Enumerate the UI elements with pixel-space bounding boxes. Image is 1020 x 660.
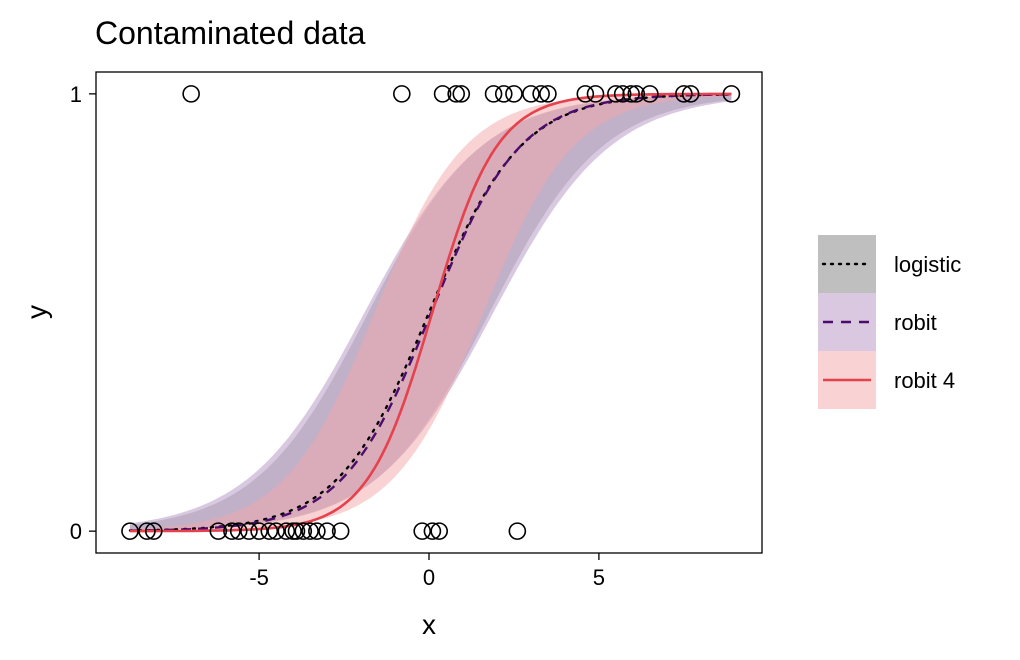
data-point-y0 [240, 522, 258, 540]
data-point-y1 [576, 85, 595, 103]
data-point-y1 [447, 85, 465, 103]
data-point-y0 [121, 522, 139, 540]
data-point-y0 [250, 522, 268, 540]
data-point-y0 [229, 522, 248, 540]
data-point-y1 [613, 85, 632, 103]
data-point-y1 [539, 85, 557, 103]
data-point-y0 [144, 522, 163, 540]
data-point-y1 [522, 85, 540, 103]
data-point-y0 [267, 522, 285, 540]
data-point-y1 [532, 85, 550, 103]
y-axis-title: y [21, 305, 52, 319]
data-point-y1 [452, 85, 471, 103]
data-point-y0 [331, 522, 350, 540]
data-point-y0 [223, 522, 241, 540]
fitted-curves [128, 92, 733, 533]
data-point-y0 [301, 522, 319, 540]
data-point-y0 [430, 522, 448, 540]
x-axis-title: x [422, 609, 436, 640]
x-tick-label: 5 [593, 565, 605, 590]
data-point-y1 [622, 85, 640, 103]
data-points [121, 85, 741, 540]
x-tick-label: 0 [423, 565, 435, 590]
curve-2 [130, 93, 732, 532]
data-point-y0 [260, 522, 279, 540]
data-point-y1 [433, 85, 452, 103]
legend-label-2: robit [894, 310, 937, 335]
curve-1 [128, 93, 733, 532]
chart-title: Contaminated data [95, 15, 366, 51]
data-point-y1 [627, 85, 646, 103]
y-axis: 01 [70, 82, 96, 544]
data-point-y0 [508, 522, 527, 540]
data-point-y0 [413, 522, 432, 540]
data-point-y1 [675, 85, 693, 103]
data-point-y1 [494, 85, 513, 103]
x-tick-label: -5 [249, 565, 269, 590]
legend-label-3: robit 4 [894, 368, 955, 393]
data-point-y0 [423, 522, 442, 540]
data-point-y1 [182, 85, 200, 103]
legend: logistic robit robit 4 [818, 235, 961, 409]
data-point-y0 [308, 522, 326, 540]
data-point-y1 [681, 85, 700, 103]
data-point-y1 [722, 85, 741, 103]
data-point-y1 [505, 85, 523, 103]
y-tick-label: 0 [70, 519, 82, 544]
data-point-y0 [294, 522, 313, 540]
y-tick-label: 1 [70, 82, 82, 107]
data-point-y0 [138, 522, 156, 540]
data-point-y1 [641, 85, 659, 103]
x-axis: -5 0 5 [249, 553, 605, 590]
data-point-y0 [277, 522, 296, 540]
data-point-y0 [318, 522, 336, 540]
legend-label-1: logistic [894, 252, 961, 277]
data-point-y1 [586, 85, 605, 103]
data-point-y0 [287, 522, 306, 540]
data-point-y1 [393, 85, 411, 103]
data-point-y1 [484, 85, 503, 103]
data-point-y0 [209, 522, 228, 540]
